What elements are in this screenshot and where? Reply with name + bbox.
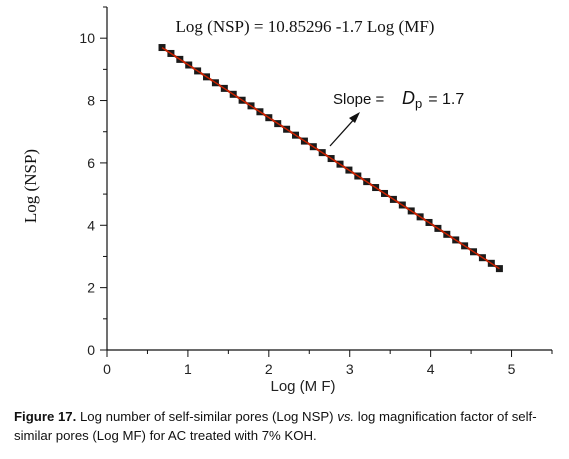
- slope-symbol: Dp = 1.7: [402, 88, 464, 111]
- x-tick-label: 0: [103, 361, 111, 377]
- slope-label: Slope =: [333, 91, 385, 108]
- y-tick-label: 4: [87, 217, 95, 233]
- slope-value: = 1.7: [428, 91, 464, 108]
- chart-area: 0 1 2 3 4 5 0 2 4 6 8 10 Log (NSP) = 10.85296 -1.7 …: [21, 6, 553, 395]
- y-tick-label: 10: [79, 30, 95, 46]
- scatter-chart: 0 1 2 3 4 5 0 2 4 6 8 10 Log (NSP) = 10.85296 -1.7 …: [21, 6, 553, 395]
- data-points: [158, 44, 503, 273]
- regression-equation: Log (NSP) = 10.85296 -1.7 Log (MF): [176, 17, 435, 36]
- x-tick-label: 2: [265, 361, 273, 377]
- x-tick-label: 4: [427, 361, 435, 377]
- slope-symbol-subscript: p: [415, 96, 422, 111]
- x-axis-title: Log (M F): [270, 378, 335, 395]
- slope-symbol-d: D: [402, 88, 415, 108]
- y-tick-label: 6: [87, 155, 95, 171]
- caption-text-2: log magnification factor of self-similar…: [14, 409, 537, 443]
- figure-caption: Figure 17. Log number of self-similar po…: [14, 407, 559, 445]
- data-point: [158, 44, 166, 52]
- y-tick-label: 8: [87, 93, 95, 109]
- regression-line-overlay: [161, 47, 500, 270]
- caption-text-1: Log number of self-similar pores (Log NS…: [76, 409, 338, 424]
- y-tick-label: 2: [87, 280, 95, 296]
- x-tick-label: 1: [184, 361, 192, 377]
- annotations: Log (NSP) = 10.85296 -1.7 Log (MF) Slope…: [176, 17, 464, 147]
- axes: 0 1 2 3 4 5 0 2 4 6 8 10: [79, 6, 553, 377]
- x-tick-label: 5: [508, 361, 516, 377]
- slope-arrow-head: [349, 112, 360, 123]
- y-axis-title: Log (NSP): [21, 149, 40, 223]
- x-tick-label: 3: [346, 361, 354, 377]
- caption-vs: vs.: [337, 409, 355, 424]
- y-tick-label: 0: [87, 342, 95, 358]
- caption-label: Figure 17.: [14, 409, 77, 424]
- slope-arrow: [329, 112, 360, 147]
- slope-arrow-shaft: [329, 115, 358, 147]
